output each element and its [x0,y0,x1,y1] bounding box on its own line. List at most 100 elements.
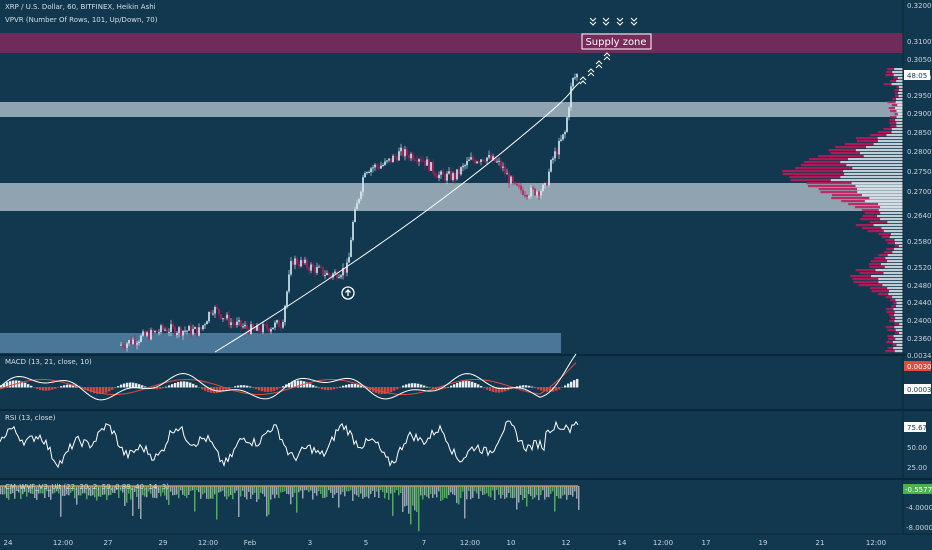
macd-histogram-bar [264,387,267,392]
wvf-bar [480,486,482,492]
macd-histogram-bar [363,386,366,388]
macd-histogram-bar [279,387,282,389]
volume-profile-bar-up [899,86,903,89]
wvf-bar [380,486,382,491]
candle-body [474,160,476,164]
wvf-bar [234,486,236,493]
wvf-bar [102,486,104,495]
macd-line [0,353,577,401]
wvf-bar [126,486,128,503]
macd-histogram-bar [30,385,33,388]
volume-profile-bar-down [890,116,897,119]
wvf-bar [316,486,318,496]
volume-profile-bar-down [893,77,898,80]
wvf-bar [322,486,324,499]
candle-body [388,158,390,161]
wvf-bar [166,486,168,500]
wvf-bar [244,486,246,498]
volume-profile-bar-up [873,143,903,146]
wvf-bar [76,486,78,505]
candle-body [412,153,414,160]
candle-body [558,140,560,155]
candle-body [470,157,472,160]
candle-body [224,318,226,320]
chevron-up-icons [579,52,611,85]
wvf-bar [478,486,480,499]
candle-body [480,159,482,162]
support-band-middle [0,183,903,211]
candle-body [280,327,282,329]
candle-body [398,151,400,161]
volume-profile-bar-down [855,224,874,227]
current-price-badge [904,70,930,80]
macd-histogram-bar [324,387,327,390]
candle-body [264,324,266,326]
candle-body [164,329,166,331]
macd-histogram-bar [327,387,330,391]
wvf-bar [254,486,256,493]
price-tick-label: 0.23600 [907,335,932,343]
wvf-bar [562,486,564,496]
wvf-bar [158,486,160,494]
wvf-bar [184,486,186,496]
candle-body [124,346,126,348]
volume-profile-bar-up [896,116,903,119]
macd-histogram-bar [411,383,414,388]
volume-profile-bar-down [887,68,895,71]
candle-body [516,183,518,186]
macd-histogram-bar [96,387,99,394]
candle-body [554,151,556,159]
volume-profile-bar-up [857,191,903,194]
volume-profile-bar-down [889,314,894,317]
volume-profile-bar-down [854,206,881,209]
wvf-bar [22,486,24,495]
macd-histogram-bar [321,387,324,390]
volume-profile-bar-up [894,326,903,329]
wvf-bar [124,486,126,506]
wvf-bar [310,486,312,491]
wvf-bar [296,486,298,513]
wvf-bar [534,486,536,498]
macd-histogram-bar [252,387,255,389]
candle-body [544,183,546,185]
macd-histogram-bar [390,387,393,393]
candle-body [450,171,452,181]
candle-body [214,307,216,314]
macd-axis-value-1: 0.00342 [907,352,932,360]
macd-histogram-bar [309,383,312,388]
wvf-pane [0,485,580,532]
volume-profile-bar-up [863,155,903,158]
volume-profile-bar-up [892,251,903,254]
volume-profile-bar-down [878,254,888,257]
volume-profile-bar-down [887,329,896,332]
volume-profile-bar-down [888,338,896,341]
volume-profile-bar-up [898,89,903,92]
candle-body [556,151,558,155]
wvf-bar [506,486,508,498]
wvf-bar [290,486,292,505]
price-axis[interactable]: 0.320000.310000.305000.300000.295000.290… [907,2,932,343]
wvf-bar [194,486,196,512]
macd-histogram-bar [42,387,45,391]
macd-histogram-bar [357,384,360,388]
time-axis[interactable]: 24 12:00 27 29 12:00 Feb 3 5 7 12:00 10 12 14 12:00 17… [4,539,887,547]
macd-histogram-bar [180,381,183,388]
wvf-bar [404,486,406,507]
wvf-bar [36,486,38,500]
macd-histogram-bar [204,387,207,391]
support-band-lower [0,333,561,353]
volume-profile-bar-up [895,107,903,110]
wvf-bar [516,486,518,510]
volume-profile-bar-up [877,140,903,143]
macd-histogram-bar [486,387,489,390]
candle-body [314,266,316,273]
macd-histogram-bar [549,387,552,392]
macd-histogram-bar [111,387,114,390]
volume-profile-bar-down [883,83,892,86]
candle-body [518,185,520,187]
volume-profile-bar-down [867,230,884,233]
wvf-bar [108,486,110,496]
macd-histogram-bar [543,387,546,392]
